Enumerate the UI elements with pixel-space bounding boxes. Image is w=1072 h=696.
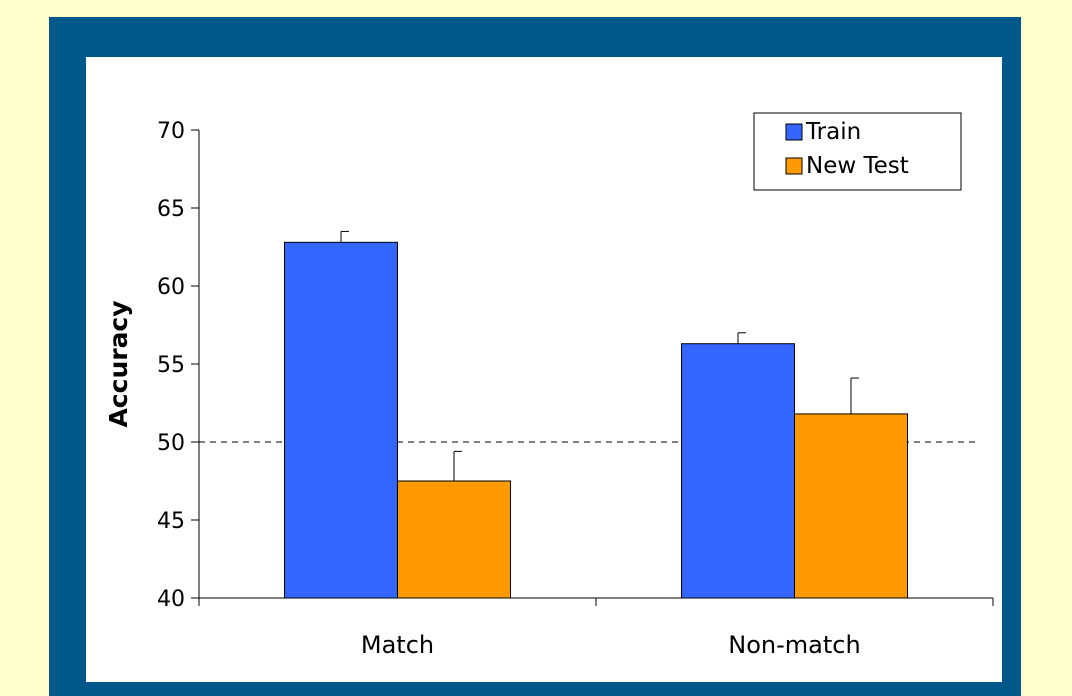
y-axis-title: Accuracy — [104, 300, 133, 427]
x-category-label: Match — [361, 631, 434, 659]
x-category-label: Non-match — [728, 631, 860, 659]
bar-non-match-train — [681, 343, 795, 599]
y-tick-label: 65 — [157, 197, 185, 222]
y-tick-label: 55 — [157, 353, 185, 378]
legend-swatch-train — [785, 123, 803, 141]
legend-swatch-new-test — [785, 157, 803, 175]
y-tick-label: 45 — [157, 509, 185, 534]
legend-label-train: Train — [805, 119, 861, 145]
bar-match-train — [284, 241, 398, 599]
legend-label-new-test: New Test — [806, 153, 909, 179]
bar-non-match-new-test — [794, 413, 908, 599]
y-tick-label: 50 — [157, 431, 185, 456]
bar-match-new-test — [397, 480, 511, 599]
y-tick-label: 70 — [157, 119, 185, 144]
y-tick-label: 60 — [157, 275, 185, 300]
y-tick-label: 40 — [157, 587, 185, 612]
